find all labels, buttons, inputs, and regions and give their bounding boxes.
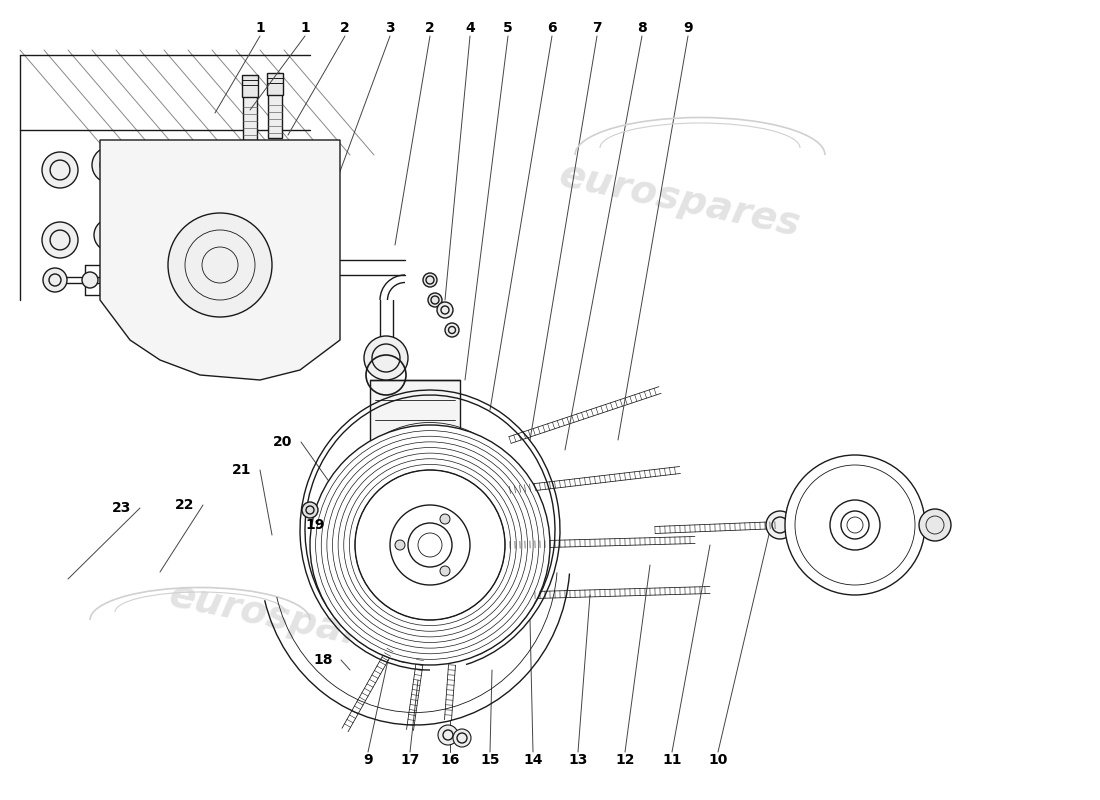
Circle shape xyxy=(428,293,442,307)
Circle shape xyxy=(364,336,408,380)
Circle shape xyxy=(168,213,272,317)
Text: 9: 9 xyxy=(683,21,693,35)
Bar xyxy=(268,93,282,138)
Text: 10: 10 xyxy=(708,753,728,767)
Circle shape xyxy=(395,540,405,550)
Text: eurospares: eurospares xyxy=(166,576,414,664)
Text: 19: 19 xyxy=(306,518,324,532)
Text: 15: 15 xyxy=(481,753,499,767)
Text: 14: 14 xyxy=(524,753,542,767)
Text: 3: 3 xyxy=(385,21,395,35)
Bar xyxy=(370,380,460,495)
Text: 5: 5 xyxy=(503,21,513,35)
Text: 11: 11 xyxy=(662,753,682,767)
Text: 2: 2 xyxy=(425,21,435,35)
Circle shape xyxy=(453,729,471,747)
Circle shape xyxy=(440,566,450,576)
Circle shape xyxy=(302,502,318,518)
Text: 7: 7 xyxy=(592,21,602,35)
Bar xyxy=(267,73,283,95)
Circle shape xyxy=(42,222,78,258)
Text: 1: 1 xyxy=(255,21,265,35)
Text: 9: 9 xyxy=(363,753,373,767)
Text: eurospares: eurospares xyxy=(556,156,804,244)
Text: 6: 6 xyxy=(547,21,557,35)
Circle shape xyxy=(446,323,459,337)
Circle shape xyxy=(310,425,550,665)
Text: 12: 12 xyxy=(615,753,635,767)
Text: 1: 1 xyxy=(300,21,310,35)
Text: 22: 22 xyxy=(175,498,195,512)
Polygon shape xyxy=(100,140,340,380)
Circle shape xyxy=(92,147,128,183)
Text: 13: 13 xyxy=(569,753,587,767)
Circle shape xyxy=(390,505,470,585)
Bar xyxy=(242,75,258,97)
Circle shape xyxy=(82,272,98,288)
Text: 2: 2 xyxy=(340,21,350,35)
Text: 8: 8 xyxy=(637,21,647,35)
Circle shape xyxy=(440,514,450,524)
Text: 20: 20 xyxy=(273,435,293,449)
Circle shape xyxy=(43,268,67,292)
Circle shape xyxy=(918,509,952,541)
Text: 18: 18 xyxy=(314,653,332,667)
Text: 4: 4 xyxy=(465,21,475,35)
Text: 21: 21 xyxy=(232,463,252,477)
Text: 23: 23 xyxy=(112,501,132,515)
Text: 16: 16 xyxy=(440,753,460,767)
Circle shape xyxy=(424,273,437,287)
Circle shape xyxy=(766,511,794,539)
Text: 17: 17 xyxy=(400,753,420,767)
Circle shape xyxy=(438,725,458,745)
Bar xyxy=(243,95,257,140)
Circle shape xyxy=(785,455,925,595)
Circle shape xyxy=(42,152,78,188)
Circle shape xyxy=(94,219,126,251)
Circle shape xyxy=(437,302,453,318)
